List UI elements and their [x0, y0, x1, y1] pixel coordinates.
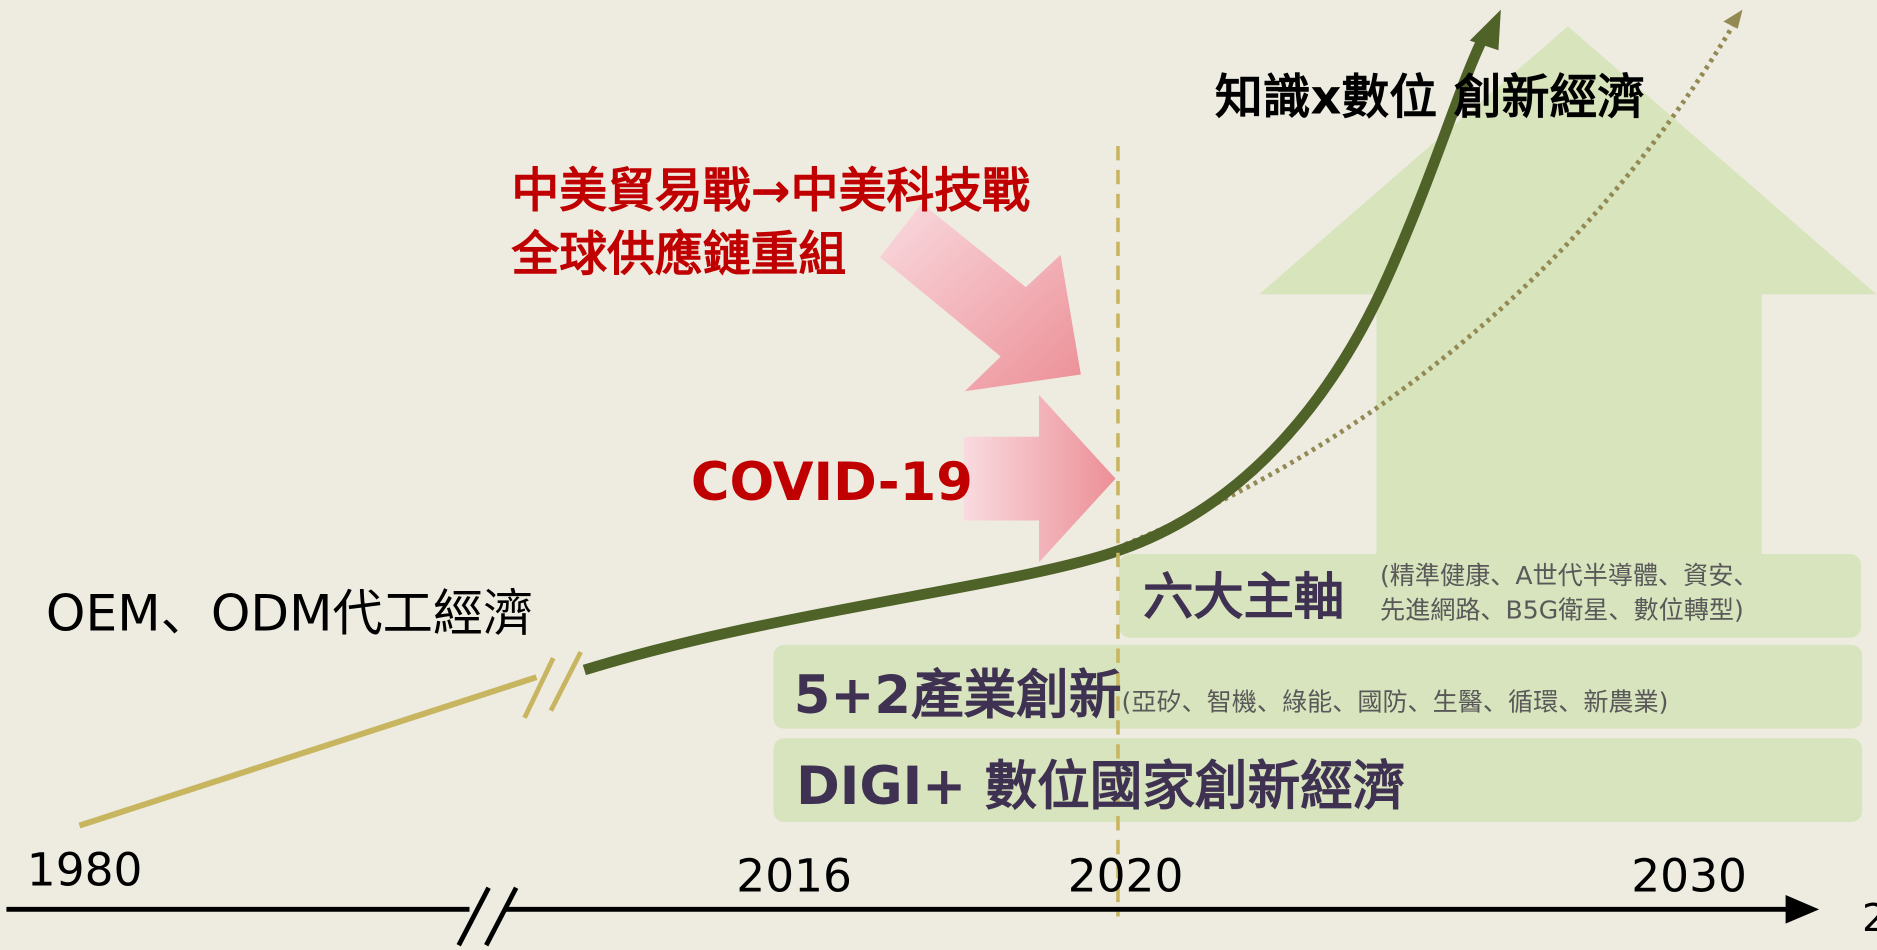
year-label: 2020: [1068, 849, 1184, 902]
year-label: 1980: [27, 843, 143, 896]
box: [773, 738, 1863, 822]
driver-text: 中美貿易戰→中美科技戰: [511, 164, 1030, 219]
break-mark: [456, 886, 491, 947]
break-mark: [548, 650, 583, 712]
growth-curve: [582, 33, 1489, 676]
break-mark: [522, 657, 556, 719]
old-trend: [78, 674, 538, 829]
box-detail: (精準健康、A世代半導體、資安、: [1380, 561, 1759, 590]
page-number: 2: [1862, 896, 1877, 941]
arrowhead: [1469, 9, 1501, 51]
arrowhead: [1785, 894, 1820, 924]
pink-arrow: [879, 203, 1081, 392]
box-detail: (亞矽、智機、綠能、國防、生醫、循環、新農業): [1122, 688, 1669, 717]
box-title: DIGI+ 數位國家創新經濟: [796, 756, 1405, 817]
box-detail: 先進網路、B5G衛星、數位轉型): [1380, 596, 1744, 625]
arrowhead: [1723, 9, 1743, 29]
box-title: 六大主軸: [1143, 567, 1344, 626]
box: [773, 644, 1863, 729]
driver-text: 全球供應鏈重組: [510, 227, 846, 282]
dotted-curve: [1124, 20, 1738, 547]
title: 知識x數位 創新經濟: [1215, 71, 1645, 126]
box: [1119, 553, 1861, 638]
year-label: 2030: [1631, 849, 1747, 902]
left-label: OEM、ODM代工經濟: [46, 584, 534, 643]
box-title: 5+2產業創新: [794, 665, 1122, 726]
house-arrow: [1259, 26, 1877, 563]
break-mark: [484, 886, 519, 947]
driver-text: COVID-19: [691, 452, 973, 513]
pink-arrow: [963, 394, 1116, 563]
year-label: 2016: [736, 849, 852, 902]
